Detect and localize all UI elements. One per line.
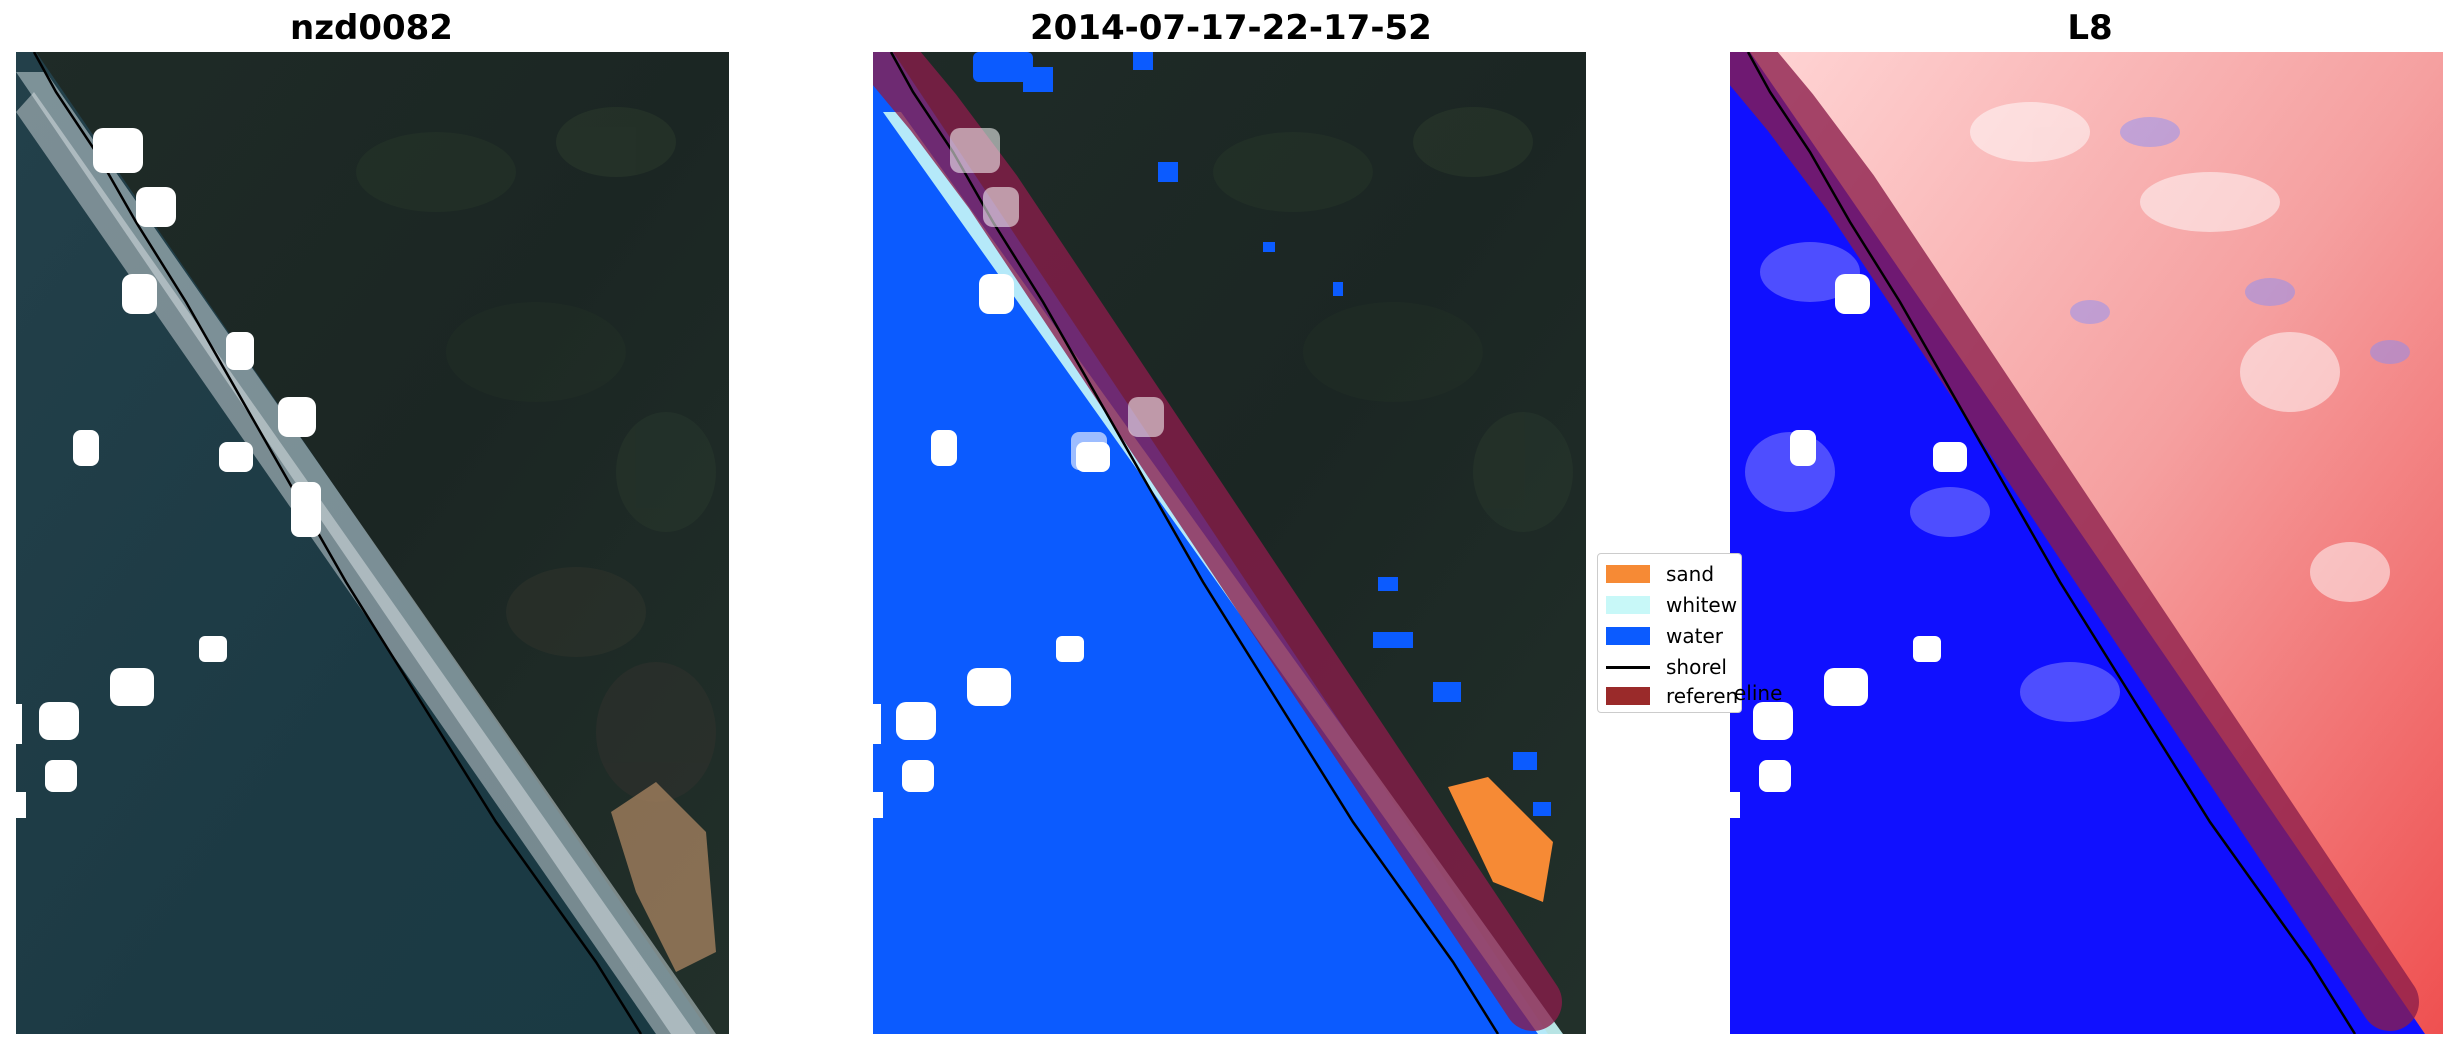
legend-label-reference-overflow: eline [1734,681,1783,705]
legend-label-shoreline: shorel [1666,655,1727,679]
legend-item-shoreline: shorel [1606,653,1727,681]
cloud-mask [1730,274,1967,818]
legend-item-sand: sand [1606,560,1714,588]
legend-swatch-reference [1606,687,1650,705]
classification-image [873,52,1586,1034]
panel-title-classification: 2014-07-17-22-17-52 [1030,8,1432,48]
legend-swatch-water [1606,627,1650,645]
legend-line-shoreline [1606,665,1650,669]
land-texture [356,107,716,802]
legend: sand whitew water shorel referen [1597,553,1742,713]
legend-item-reference: referen [1606,682,1738,710]
rgb-satellite-image [16,52,729,1034]
reference-shoreline-band [873,52,1562,1031]
reference-shoreline-band [1730,52,2419,1031]
shoreline [1746,52,2357,1034]
cloud-mask [16,128,321,818]
sand-class-area [1448,777,1553,902]
legend-label-sand: sand [1666,562,1715,586]
index-image [1730,52,2443,1034]
legend-label-whitewater: whitew [1666,593,1738,617]
cloud-mask [873,128,1164,818]
legend-item-water: water [1606,622,1723,650]
panel-title-rgb: nzd0082 [290,8,453,48]
legend-label-water: water [1666,624,1723,648]
panel-title-index: L8 [2067,8,2113,48]
water-class-patches [973,52,1551,816]
legend-label-reference: referen [1666,684,1739,708]
sand-dune-area [611,782,716,972]
legend-swatch-sand [1606,565,1650,583]
legend-swatch-whitewater [1606,596,1650,614]
shoreline [889,52,1500,1034]
legend-item-whitewater: whitew [1606,591,1737,619]
